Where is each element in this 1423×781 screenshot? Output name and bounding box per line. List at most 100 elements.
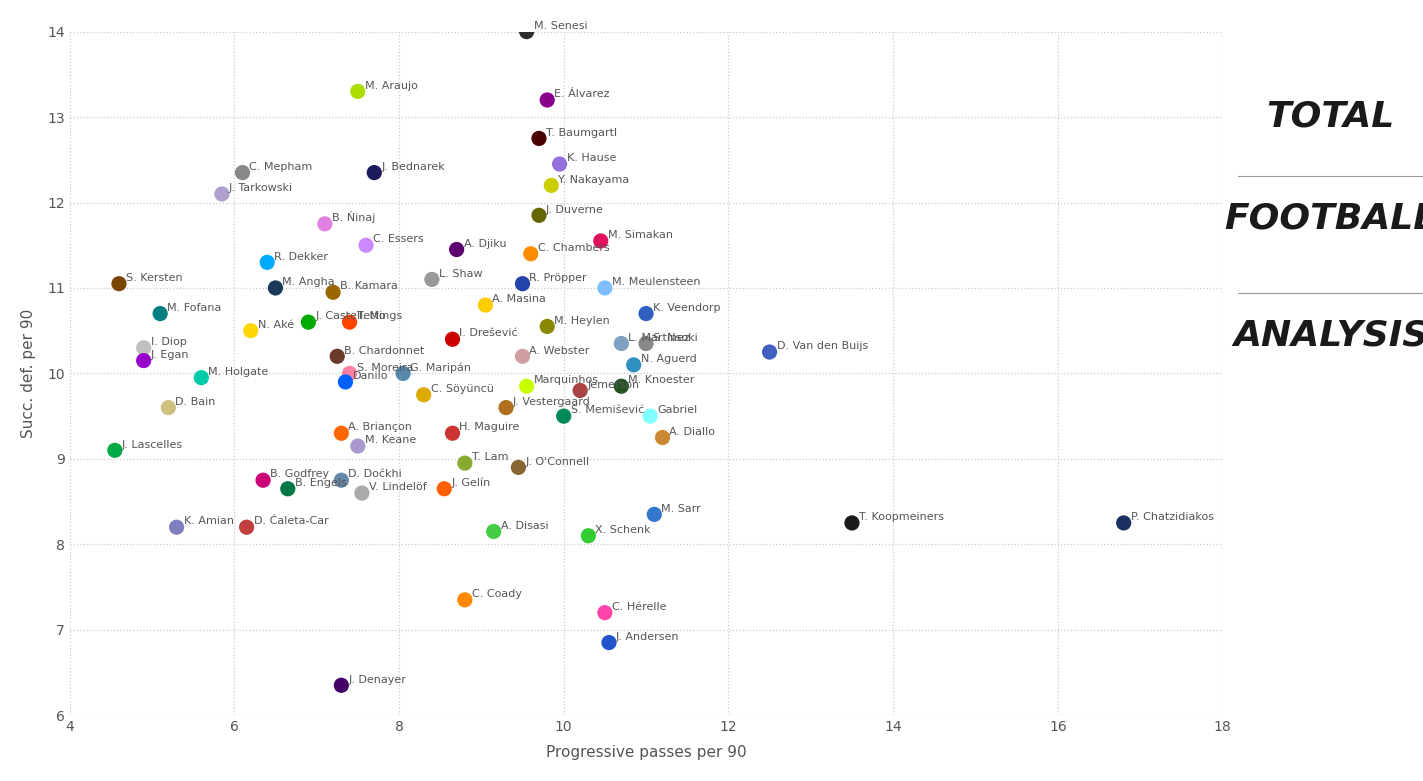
Text: S. Moreira: S. Moreira xyxy=(357,362,413,373)
Text: Jemerson: Jemerson xyxy=(588,380,639,390)
Text: T. Baumgartl: T. Baumgartl xyxy=(546,127,618,137)
Text: A. Disasi: A. Disasi xyxy=(501,521,548,531)
Point xyxy=(391,367,414,380)
Point xyxy=(598,637,620,649)
Point xyxy=(322,286,344,298)
Text: J. Andersen: J. Andersen xyxy=(616,632,679,642)
Point xyxy=(454,594,477,606)
Text: M. Fofana: M. Fofana xyxy=(166,303,222,313)
Point xyxy=(346,85,369,98)
Text: M. Simakan: M. Simakan xyxy=(608,230,673,241)
Point xyxy=(652,431,675,444)
Point xyxy=(539,179,562,191)
Point xyxy=(313,218,336,230)
Text: J. Castelletto: J. Castelletto xyxy=(316,312,386,321)
Point xyxy=(507,461,529,473)
Text: L. Shaw: L. Shaw xyxy=(438,269,482,279)
Text: D. Bain: D. Bain xyxy=(175,397,216,407)
Text: Gabriel: Gabriel xyxy=(657,405,697,415)
Point xyxy=(643,508,666,521)
Point xyxy=(536,94,559,106)
Point xyxy=(593,606,616,619)
Point xyxy=(326,350,349,362)
Point xyxy=(841,517,864,530)
Point xyxy=(433,483,455,495)
Point xyxy=(515,25,538,37)
Point xyxy=(346,440,369,452)
Point xyxy=(350,487,373,499)
Point xyxy=(589,235,612,248)
Point xyxy=(339,316,361,328)
Text: A. Djiku: A. Djiku xyxy=(464,239,507,248)
Point xyxy=(165,521,188,533)
Text: V. Lindelöf: V. Lindelöf xyxy=(369,482,427,492)
Text: H. Maguire: H. Maguire xyxy=(460,423,519,433)
Point xyxy=(413,388,435,401)
Text: B. Chardonnet: B. Chardonnet xyxy=(344,345,424,355)
Text: D. Ćaleta-Car: D. Ćaleta-Car xyxy=(253,516,329,526)
Point xyxy=(635,308,657,320)
Point xyxy=(189,372,212,384)
Text: J. Denayer: J. Denayer xyxy=(349,675,406,684)
Text: A. Diallo: A. Diallo xyxy=(669,426,716,437)
Text: M. Sarr: M. Sarr xyxy=(662,504,702,514)
Point xyxy=(593,282,616,294)
Text: C. Mepham: C. Mepham xyxy=(249,162,313,172)
Text: B. Engels: B. Engels xyxy=(295,478,346,488)
Point xyxy=(108,277,131,290)
Point xyxy=(330,427,353,440)
Point xyxy=(454,457,477,469)
Point xyxy=(157,401,179,414)
Point xyxy=(252,474,275,487)
Text: TOTAL: TOTAL xyxy=(1266,100,1395,134)
Text: R. Dekker: R. Dekker xyxy=(275,251,329,262)
Point xyxy=(330,679,353,691)
Point xyxy=(511,350,534,362)
Point xyxy=(528,132,551,144)
Point xyxy=(235,521,258,533)
Point xyxy=(635,337,657,350)
Text: B. Kamara: B. Kamara xyxy=(340,281,398,291)
Text: Marquinhos: Marquinhos xyxy=(534,376,599,386)
Point xyxy=(441,427,464,440)
Text: J. Egan: J. Egan xyxy=(151,350,189,360)
Text: C. Essers: C. Essers xyxy=(373,234,424,244)
Text: S. Nsoki: S. Nsoki xyxy=(653,333,697,343)
Text: E. Álvarez: E. Álvarez xyxy=(554,89,609,99)
Text: K. Veendorp: K. Veendorp xyxy=(653,303,720,313)
Text: J. Tarkowski: J. Tarkowski xyxy=(229,184,293,193)
Text: FOOTBALL: FOOTBALL xyxy=(1224,201,1423,236)
Text: R. Pröpper: R. Pröpper xyxy=(529,273,588,283)
Text: M. Angha: M. Angha xyxy=(282,277,334,287)
Point xyxy=(445,243,468,255)
Text: M. Holgate: M. Holgate xyxy=(208,367,269,377)
Text: ANALYSIS: ANALYSIS xyxy=(1232,319,1423,352)
Point xyxy=(334,376,357,388)
Point xyxy=(276,483,299,495)
Point xyxy=(363,166,386,179)
Text: M. Meulensteen: M. Meulensteen xyxy=(612,277,700,287)
Text: T. Lam: T. Lam xyxy=(472,452,508,462)
Text: B. Godfrey: B. Godfrey xyxy=(270,469,329,480)
Text: C. Coady: C. Coady xyxy=(472,589,522,599)
Text: C. Chambers: C. Chambers xyxy=(538,243,609,253)
Y-axis label: Succ. def. per 90: Succ. def. per 90 xyxy=(21,308,36,438)
Text: C. Söyüncü: C. Söyüncü xyxy=(431,384,494,394)
Text: G. Maripán: G. Maripán xyxy=(410,362,471,373)
Text: N. Aguerd: N. Aguerd xyxy=(640,354,696,364)
Point xyxy=(104,444,127,457)
Point xyxy=(511,277,534,290)
Text: A. Briançon: A. Briançon xyxy=(349,423,413,433)
Point xyxy=(528,209,551,222)
Point xyxy=(610,380,633,393)
Text: T. Mings: T. Mings xyxy=(357,312,401,321)
Text: J. Vestergaard: J. Vestergaard xyxy=(512,397,591,407)
Text: M. Araujo: M. Araujo xyxy=(364,80,417,91)
Point xyxy=(548,158,571,170)
Text: T. Koopmeiners: T. Koopmeiners xyxy=(859,512,943,522)
Point xyxy=(231,166,253,179)
Point xyxy=(622,358,645,371)
Point xyxy=(239,324,262,337)
Point xyxy=(536,320,559,333)
Text: A. Webster: A. Webster xyxy=(529,345,589,355)
